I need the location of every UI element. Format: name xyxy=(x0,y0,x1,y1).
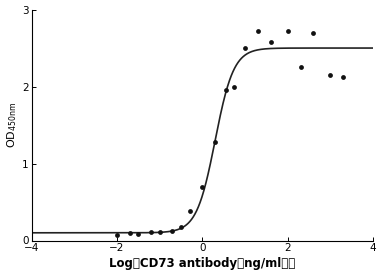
Point xyxy=(327,73,333,77)
X-axis label: Log（CD73 antibody（ng/ml））: Log（CD73 antibody（ng/ml）） xyxy=(109,258,295,270)
Point xyxy=(298,65,304,70)
Point xyxy=(199,184,206,189)
Y-axis label: OD$_{450\mathrm{nm}}$: OD$_{450\mathrm{nm}}$ xyxy=(6,102,19,148)
Point xyxy=(114,233,120,237)
Point xyxy=(169,229,175,233)
Point xyxy=(242,46,248,50)
Point xyxy=(285,29,291,33)
Point xyxy=(212,140,218,144)
Point xyxy=(186,209,193,213)
Point xyxy=(127,230,133,235)
Point xyxy=(223,88,229,92)
Point xyxy=(135,231,141,236)
Point xyxy=(157,230,163,234)
Point xyxy=(340,75,346,79)
Point xyxy=(268,40,274,44)
Point xyxy=(310,30,316,35)
Point xyxy=(148,230,154,234)
Point xyxy=(255,29,261,33)
Point xyxy=(231,84,238,89)
Point xyxy=(178,224,184,229)
